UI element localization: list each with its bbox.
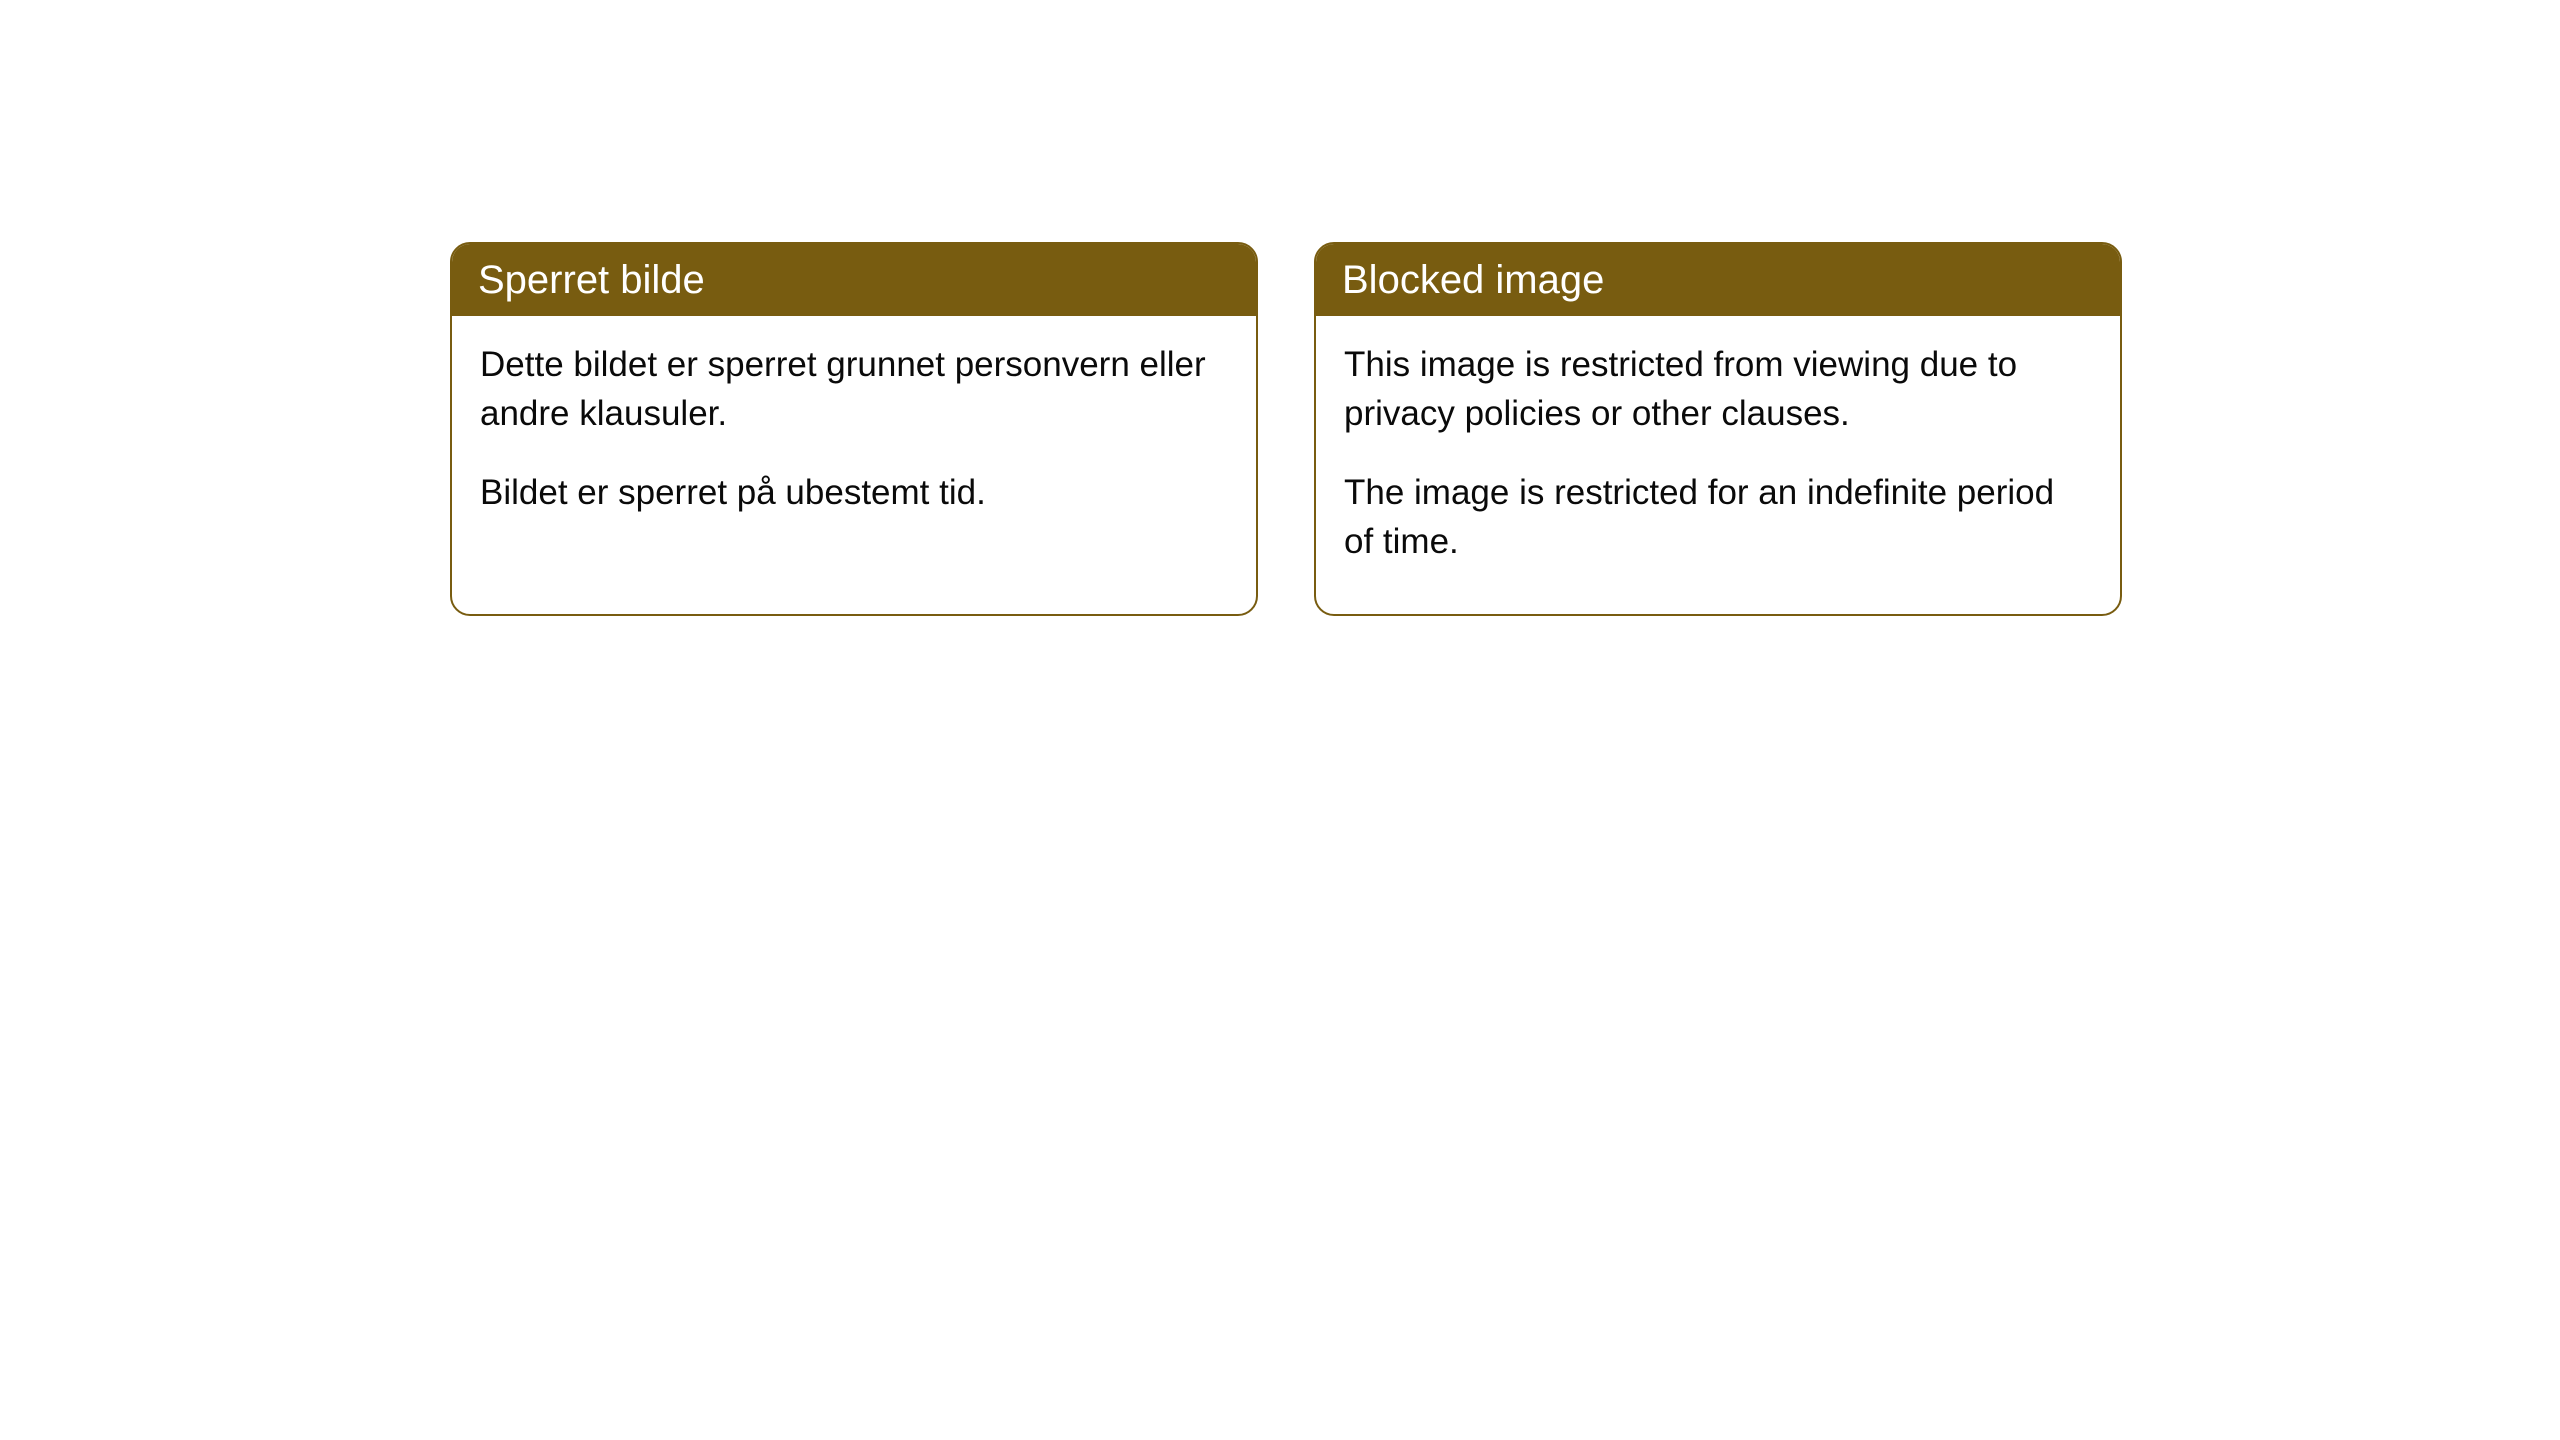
card-header: Blocked image xyxy=(1316,244,2120,316)
card-body: Dette bildet er sperret grunnet personve… xyxy=(452,316,1256,565)
card-paragraph: The image is restricted for an indefinit… xyxy=(1344,468,2092,566)
cards-container: Sperret bilde Dette bildet er sperret gr… xyxy=(0,0,2560,616)
card-paragraph: This image is restricted from viewing du… xyxy=(1344,340,2092,438)
blocked-image-card-norwegian: Sperret bilde Dette bildet er sperret gr… xyxy=(450,242,1258,616)
card-body: This image is restricted from viewing du… xyxy=(1316,316,2120,614)
card-header: Sperret bilde xyxy=(452,244,1256,316)
card-paragraph: Dette bildet er sperret grunnet personve… xyxy=(480,340,1228,438)
card-paragraph: Bildet er sperret på ubestemt tid. xyxy=(480,468,1228,517)
blocked-image-card-english: Blocked image This image is restricted f… xyxy=(1314,242,2122,616)
